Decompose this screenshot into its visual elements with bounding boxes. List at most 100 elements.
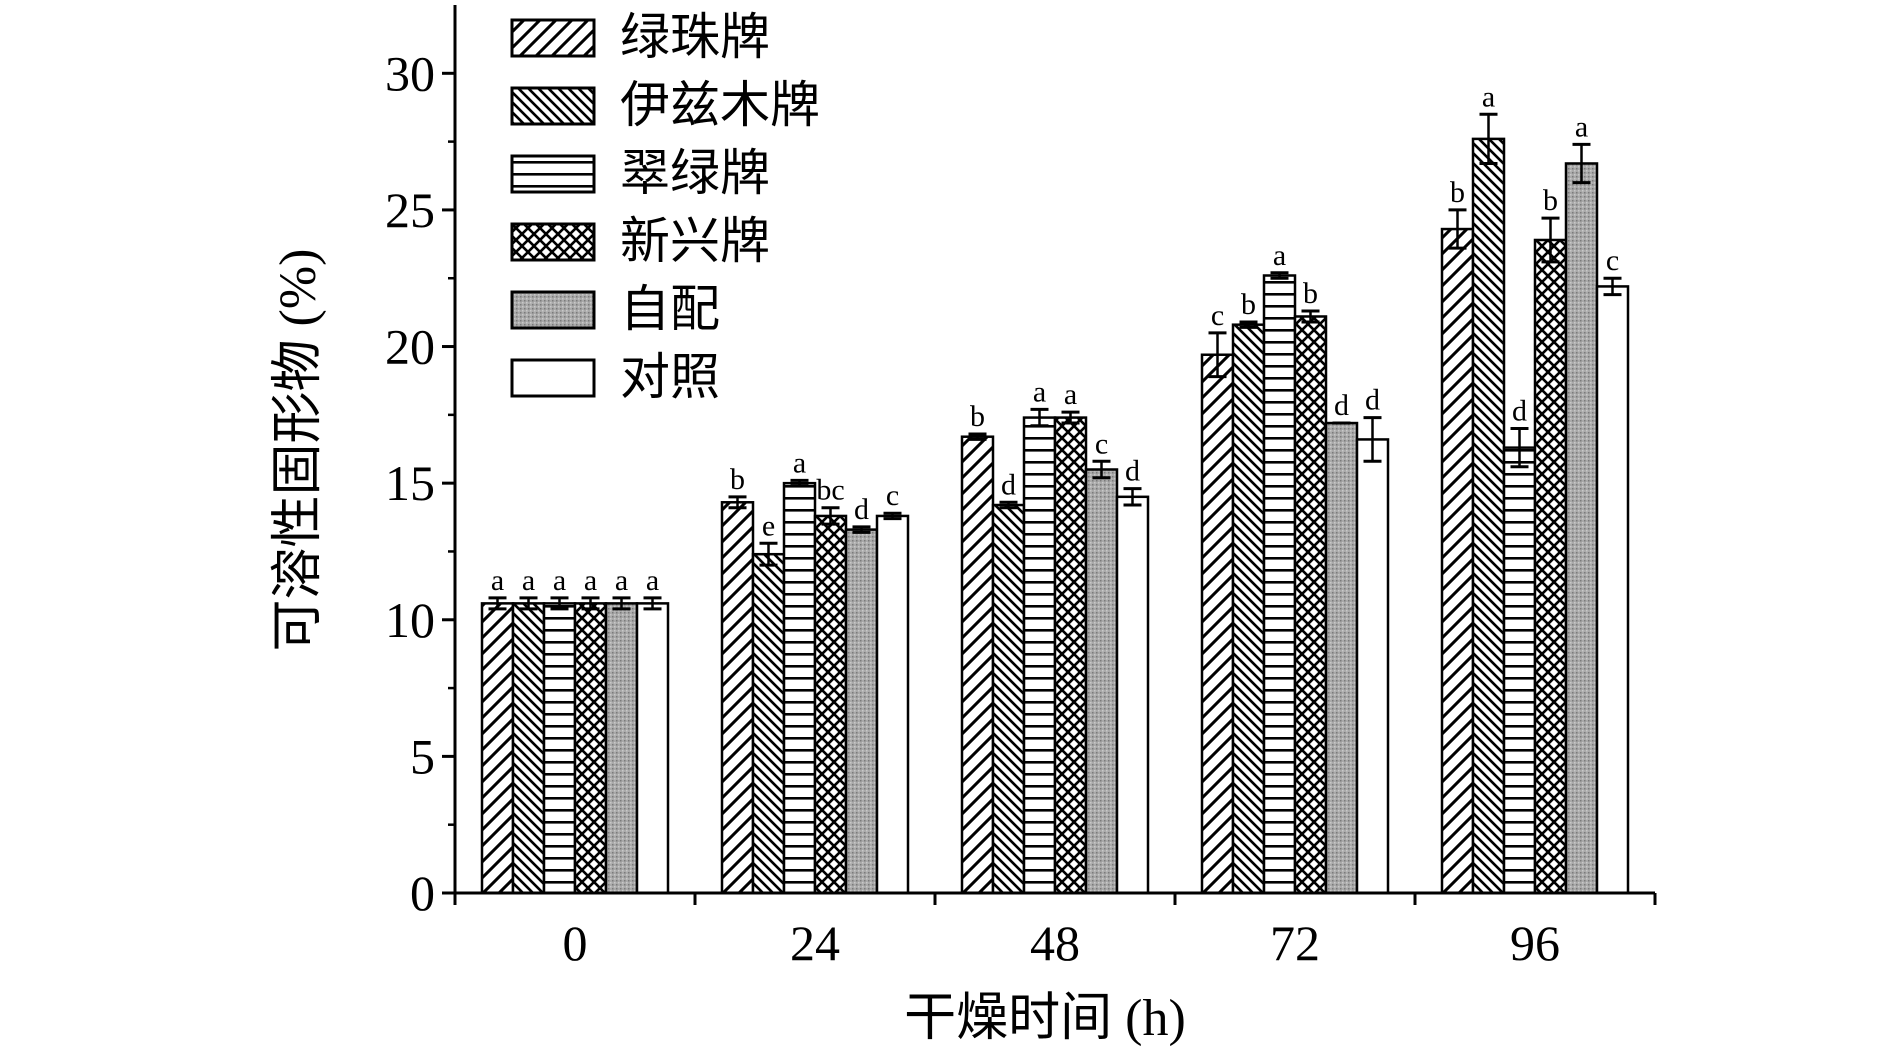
error-bar-series-2-cat-2 <box>1030 407 1049 428</box>
significance-letter: e <box>762 509 775 542</box>
bar-series-4-cat-3 <box>1324 421 1359 895</box>
bar-series-3-cat-4 <box>1533 238 1568 895</box>
x-tick-label: 24 <box>790 915 840 971</box>
legend-item-2: 翠绿牌 <box>510 145 770 201</box>
significance-letter: c <box>1606 244 1619 277</box>
error-bar-series-1-cat-1 <box>759 541 778 567</box>
significance-letter: c <box>1095 427 1108 460</box>
significance-letter: b <box>970 400 985 433</box>
legend-swatch <box>510 154 596 194</box>
significance-letter: a <box>615 564 628 597</box>
x-tick-label: 72 <box>1270 915 1320 971</box>
legend-swatch <box>510 290 596 330</box>
bar-series-2-cat-4 <box>1502 446 1537 895</box>
significance-letter: bc <box>816 474 844 507</box>
significance-letter: a <box>646 564 659 597</box>
bar-series-2-cat-3 <box>1262 274 1297 895</box>
x-tick-label: 48 <box>1030 915 1080 971</box>
significance-letter: d <box>1334 389 1349 422</box>
significance-letter: d <box>1512 395 1527 428</box>
bar-series-5-cat-2 <box>1115 495 1150 895</box>
legend-item-3: 新兴牌 <box>510 213 770 269</box>
error-bar-series-3-cat-4 <box>1541 216 1560 264</box>
significance-letter: a <box>1064 378 1077 411</box>
error-bar-series-3-cat-3 <box>1301 309 1320 324</box>
significance-letter: d <box>1125 455 1140 488</box>
legend-label: 翠绿牌 <box>620 145 770 201</box>
bar-series-1-cat-0 <box>511 602 546 895</box>
error-bar-series-1-cat-2 <box>999 500 1018 510</box>
significance-letter: d <box>1001 468 1016 501</box>
bar-series-4-cat-1 <box>844 528 879 895</box>
error-bar-series-2-cat-4 <box>1510 427 1529 469</box>
significance-letter: c <box>1211 299 1224 332</box>
error-bar-series-2-cat-1 <box>790 478 809 488</box>
legend-label: 对照 <box>620 349 720 405</box>
bar-series-1-cat-1 <box>751 552 786 895</box>
significance-letter: b <box>1543 184 1558 217</box>
legend-item-5: 对照 <box>510 349 720 405</box>
bar-series-1-cat-3 <box>1231 323 1266 895</box>
error-bar-series-1-cat-4 <box>1479 112 1498 165</box>
y-tick-label: 5 <box>410 728 435 784</box>
significance-letter: d <box>1365 384 1380 417</box>
error-bar-series-5-cat-1 <box>883 511 902 521</box>
bar-series-1-cat-4 <box>1471 137 1506 895</box>
bar-series-0-cat-0 <box>480 602 515 895</box>
bar-series-0-cat-3 <box>1200 353 1235 895</box>
y-tick-label: 30 <box>385 45 435 101</box>
error-bar-series-5-cat-4 <box>1603 276 1622 297</box>
error-bar-series-3-cat-0 <box>581 596 600 611</box>
legend-swatch <box>510 358 596 398</box>
significance-letter: a <box>522 564 535 597</box>
significance-letter: b <box>1303 277 1318 310</box>
x-axis-title: 干燥时间 (h) <box>904 990 1186 1047</box>
bar-series-2-cat-0 <box>542 602 577 895</box>
x-tick-label: 96 <box>1510 915 1560 971</box>
error-bar-series-0-cat-1 <box>728 495 747 510</box>
error-bar-series-5-cat-3 <box>1363 416 1382 463</box>
legend-swatch <box>510 18 596 58</box>
significance-letter: a <box>1482 80 1495 113</box>
bar-series-4-cat-4 <box>1564 162 1599 895</box>
significance-letter: b <box>1241 288 1256 321</box>
significance-letter: a <box>793 446 806 479</box>
legend-swatch <box>510 86 596 126</box>
bar-series-0-cat-1 <box>720 501 755 895</box>
legend-label: 自配 <box>620 281 720 337</box>
bar-series-2-cat-1 <box>782 481 817 895</box>
bar-series-4-cat-2 <box>1084 468 1119 895</box>
significance-letter: a <box>584 564 597 597</box>
error-bar-series-3-cat-1 <box>821 506 840 526</box>
legend-item-1: 伊兹木牌 <box>510 77 820 133</box>
y-tick-label: 10 <box>385 592 435 648</box>
bar-series-5-cat-3 <box>1355 438 1390 895</box>
error-bar-series-0-cat-4 <box>1448 208 1467 250</box>
bar-series-1-cat-2 <box>991 503 1026 895</box>
error-bar-series-0-cat-3 <box>1208 331 1227 379</box>
error-bar-series-3-cat-2 <box>1061 410 1080 425</box>
error-bar-series-0-cat-0 <box>488 596 507 611</box>
legend-swatch <box>510 222 596 262</box>
significance-letter: a <box>1273 239 1286 272</box>
axes: 0 5 10 15 20 25 30 0 24 48 72 96 干燥时间 (h) 可溶性固形物 (%) <box>270 5 1657 1047</box>
y-axis-title: 可溶性固形物 (%) <box>270 249 327 652</box>
y-tick-label: 0 <box>410 865 435 921</box>
error-bar-series-2-cat-0 <box>550 596 569 611</box>
significance-letter: a <box>491 564 504 597</box>
error-bar-series-0-cat-2 <box>968 432 987 441</box>
y-tick-label: 15 <box>385 455 435 511</box>
significance-letter: a <box>1575 110 1588 143</box>
error-bar-series-5-cat-2 <box>1123 487 1142 507</box>
y-tick-label: 20 <box>385 319 435 375</box>
bar-series-0-cat-4 <box>1440 227 1475 895</box>
bar-series-3-cat-0 <box>573 602 608 895</box>
x-tick-label: 0 <box>563 915 588 971</box>
significance-letter: a <box>1033 375 1046 408</box>
error-bar-series-5-cat-0 <box>643 596 662 611</box>
significance-letter: b <box>730 463 745 496</box>
legend-item-0: 绿珠牌 <box>510 9 770 65</box>
significance-letter: a <box>553 564 566 597</box>
